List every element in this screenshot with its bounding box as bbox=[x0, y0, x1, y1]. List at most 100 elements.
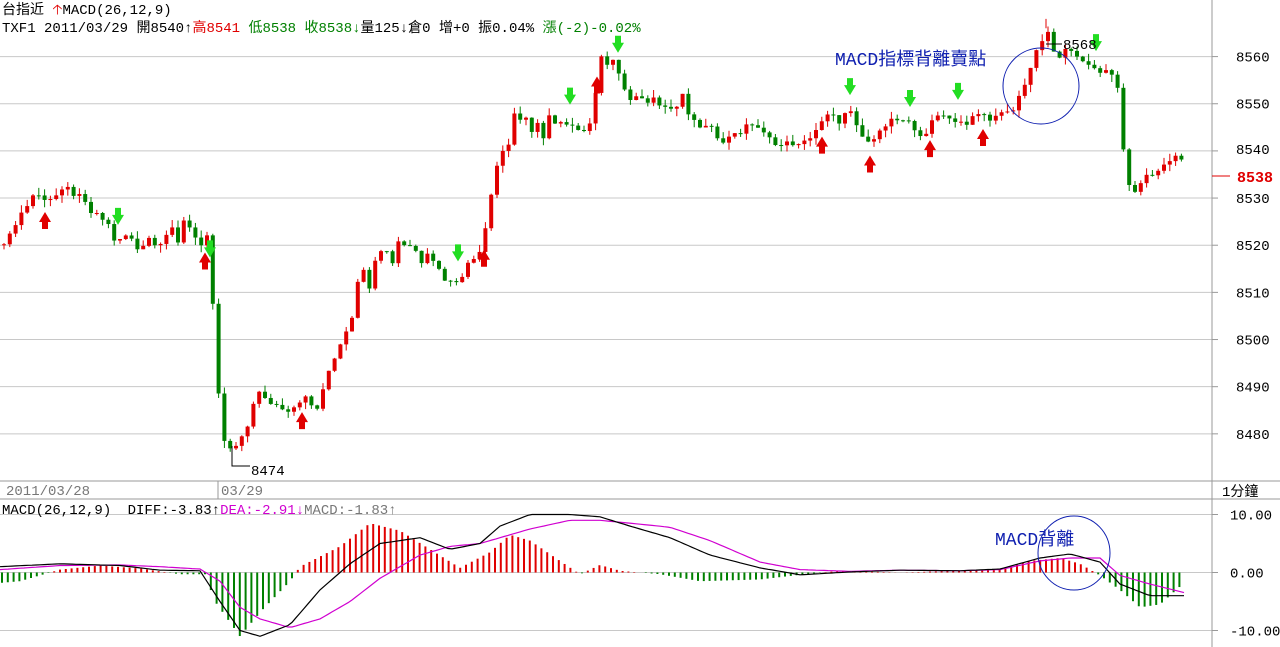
divergence-circle-price bbox=[1002, 47, 1080, 125]
candle-body bbox=[112, 224, 117, 241]
candle-body bbox=[431, 253, 436, 261]
candle-body bbox=[193, 227, 198, 238]
indicator-name: MACD(26,12,9) bbox=[62, 3, 172, 19]
candle-body bbox=[744, 124, 749, 134]
candle-body bbox=[1121, 87, 1126, 150]
candle-body bbox=[906, 120, 911, 122]
candle-body bbox=[210, 235, 215, 304]
rise-value: (-2)-0.02% bbox=[556, 21, 641, 37]
candle-body bbox=[1022, 84, 1027, 96]
candle-body bbox=[1069, 48, 1074, 51]
candle-body bbox=[593, 92, 598, 124]
candle-body bbox=[164, 234, 169, 244]
open-value: 8540 bbox=[150, 21, 185, 37]
candle-body bbox=[761, 127, 766, 133]
candle-body bbox=[89, 201, 93, 214]
amplitude-label: 振 bbox=[478, 21, 493, 37]
volume-value: 125 bbox=[374, 21, 400, 37]
candle-body bbox=[930, 120, 934, 134]
candle-body bbox=[257, 391, 262, 404]
oi-label: 倉 bbox=[408, 21, 423, 37]
divergence-sell-annotation: MACD指標背離賣點 bbox=[835, 49, 986, 71]
candle-body bbox=[19, 212, 24, 226]
up-arrow-icon: 🡡 bbox=[52, 3, 63, 19]
candle-body bbox=[1144, 174, 1149, 184]
candle-body bbox=[709, 125, 714, 127]
candle-body bbox=[634, 96, 639, 101]
candle-body bbox=[970, 116, 975, 125]
candle-body bbox=[7, 233, 12, 245]
candle-body bbox=[837, 115, 842, 124]
candle-body bbox=[25, 206, 30, 213]
candle-body bbox=[1075, 50, 1079, 57]
candle-body bbox=[587, 123, 592, 132]
candle-body bbox=[263, 391, 267, 398]
candle-body bbox=[866, 136, 871, 142]
header-line-2: TXF1 2011/03/29 開8540↑高8541 低8538 收8538↓… bbox=[2, 21, 641, 37]
candle-body bbox=[13, 225, 18, 234]
candle-body bbox=[576, 125, 581, 130]
up-arrow-icon: ↑ bbox=[388, 503, 396, 519]
candle-body bbox=[495, 165, 499, 195]
amplitude-value: 0.04% bbox=[492, 21, 535, 37]
quote-date: 2011/03/29 bbox=[44, 21, 129, 37]
candle-body bbox=[54, 195, 59, 200]
candle-body bbox=[1156, 170, 1161, 176]
candle-body bbox=[1080, 56, 1085, 62]
candle-body bbox=[1028, 67, 1033, 85]
candle-body bbox=[141, 245, 146, 250]
candle-body bbox=[367, 269, 372, 289]
candle-body bbox=[36, 195, 41, 197]
candle-body bbox=[1173, 155, 1178, 162]
candle-body bbox=[303, 396, 308, 403]
candle-body bbox=[599, 56, 604, 93]
candle-body bbox=[611, 59, 615, 65]
candle-body bbox=[1017, 95, 1021, 111]
candle-body bbox=[564, 122, 569, 125]
candle-body bbox=[176, 227, 180, 243]
candle-body bbox=[42, 195, 47, 200]
candle-body bbox=[924, 133, 929, 137]
candle-body bbox=[993, 115, 998, 121]
candle-body bbox=[100, 212, 105, 220]
close-label: 收 bbox=[304, 21, 319, 37]
candle-body bbox=[512, 113, 517, 145]
candle-body bbox=[1086, 61, 1091, 65]
candle-body bbox=[628, 89, 633, 101]
candle-body bbox=[1063, 48, 1068, 58]
buy-signal-arrow bbox=[199, 252, 211, 270]
candle-body bbox=[442, 268, 447, 281]
price-tick-label: 8550 bbox=[1236, 98, 1270, 114]
candle-body bbox=[964, 121, 969, 125]
candle-body bbox=[315, 405, 320, 409]
candle-body bbox=[529, 117, 534, 132]
candle-body bbox=[477, 251, 482, 259]
down-arrow-icon: ↓ bbox=[352, 21, 361, 37]
candle-body bbox=[663, 105, 668, 107]
candle-body bbox=[825, 114, 830, 122]
candle-body bbox=[901, 120, 905, 122]
price-tick-label: 8490 bbox=[1236, 381, 1270, 397]
candle-body bbox=[674, 106, 679, 109]
price-tick-label: 8530 bbox=[1236, 192, 1270, 208]
buy-signal-arrow bbox=[591, 76, 603, 94]
candle-body bbox=[895, 118, 900, 121]
candle-body bbox=[640, 96, 644, 99]
candle-body bbox=[819, 121, 824, 131]
candle-body bbox=[379, 251, 383, 261]
candle-body bbox=[222, 393, 227, 441]
rise-label: 漲 bbox=[542, 21, 557, 37]
low-annotation: 8474 bbox=[251, 464, 285, 480]
candle-body bbox=[1104, 70, 1108, 73]
candle-body bbox=[808, 138, 813, 141]
candle-body bbox=[402, 241, 407, 246]
candle-body bbox=[181, 220, 186, 243]
buy-signal-arrow bbox=[478, 249, 490, 267]
instrument-name: 台指近 bbox=[2, 3, 44, 19]
candle-body bbox=[582, 129, 586, 132]
candle-body bbox=[118, 239, 122, 241]
buy-signal-arrow bbox=[977, 128, 989, 146]
candle-body bbox=[344, 331, 349, 345]
candle-body bbox=[779, 145, 784, 147]
candle-body bbox=[657, 97, 662, 106]
